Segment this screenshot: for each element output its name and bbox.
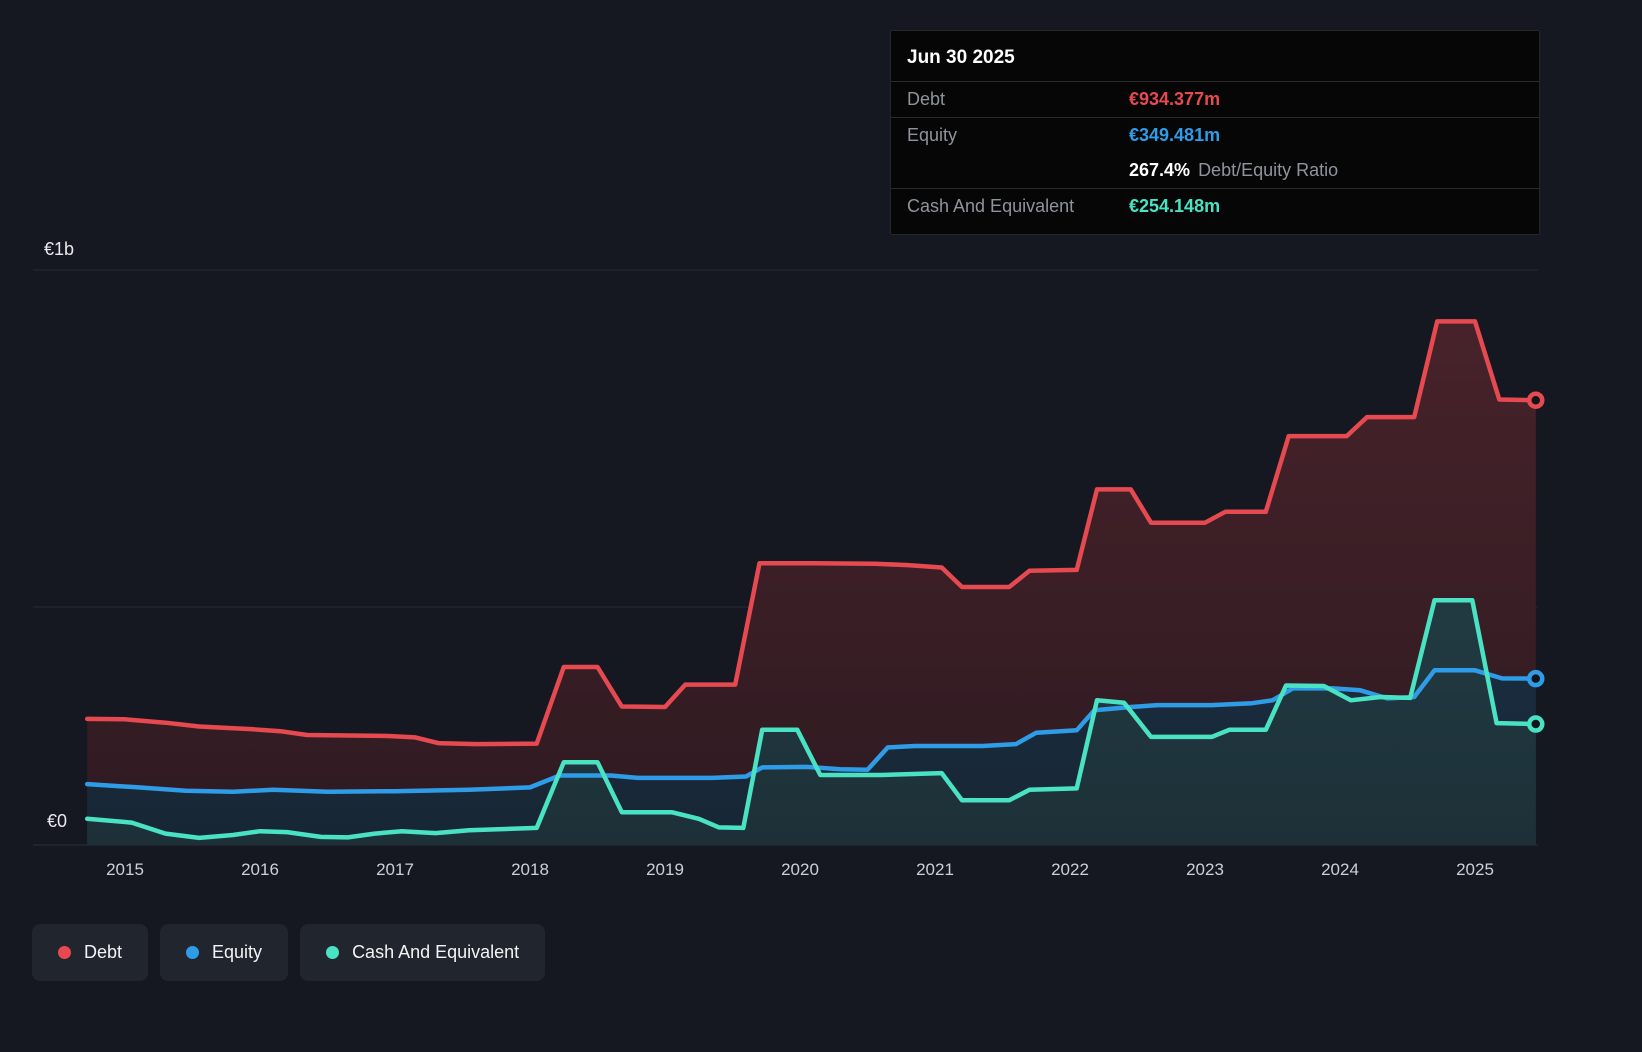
x-tick-2020: 2020 [781, 860, 819, 879]
tooltip-cash-label: Cash And Equivalent [907, 196, 1075, 216]
cash-and-equivalent-line [84, 598, 1539, 841]
x-tick-2016: 2016 [241, 860, 279, 879]
tooltip-row-cash: Cash And Equivalent €254.148m [891, 189, 1539, 224]
y-axis-label-0: €0 [47, 811, 68, 831]
chart-legend: Debt Equity Cash And Equivalent [32, 924, 546, 981]
tooltip-debt-label: Debt [907, 89, 946, 109]
legend-item-debt[interactable]: Debt [32, 924, 149, 981]
tooltip-row-ratio: 267.4% Debt/Equity Ratio [891, 153, 1539, 188]
x-tick-2023: 2023 [1186, 860, 1224, 879]
x-tick-2021: 2021 [916, 860, 954, 879]
equity-line [84, 668, 1539, 794]
tooltip-date: Jun 30 2025 [907, 47, 1015, 68]
equity-end-marker [1527, 669, 1545, 688]
divider [891, 117, 1539, 118]
y-axis-label-1b: €1b [44, 239, 75, 259]
tooltip-equity-value: €349.481m [1129, 125, 1221, 145]
debt-dot-icon [58, 946, 71, 959]
x-tick-2025: 2025 [1456, 860, 1494, 879]
tooltip-ratio-value: 267.4% [1129, 160, 1191, 180]
x-tick-2022: 2022 [1051, 860, 1089, 879]
legend-cash-label: Cash And Equivalent [352, 942, 520, 962]
x-tick-2018: 2018 [511, 860, 549, 879]
legend-item-cash[interactable]: Cash And Equivalent [300, 924, 546, 981]
divider [891, 188, 1539, 189]
chart-tooltip: Jun 30 2025 Debt €934.377m Equity €349.4… [890, 30, 1540, 235]
tooltip-ratio-label: Debt/Equity Ratio [1198, 160, 1339, 180]
tooltip-cash-value: €254.148m [1129, 196, 1221, 216]
debt-line [84, 319, 1539, 747]
x-tick-2017: 2017 [376, 860, 414, 879]
debt-end-marker [1527, 391, 1545, 409]
legend-item-equity[interactable]: Equity [160, 924, 289, 981]
x-tick-2015: 2015 [106, 860, 144, 879]
x-tick-2024: 2024 [1321, 860, 1359, 879]
equity-dot-icon [186, 946, 200, 959]
x-axis: 2015 2016 2017 2018 2019 2020 2021 2022 2023 2024… [0, 860, 1642, 884]
cash-and-equivalent-area [87, 600, 1536, 845]
cash-and-equivalent-end-marker [1527, 715, 1545, 733]
tooltip-row-equity: Equity €349.481m [891, 118, 1539, 153]
cash-dot-icon [326, 946, 340, 959]
x-tick-2019: 2019 [646, 860, 684, 879]
tooltip-row-debt: Debt €934.377m [891, 82, 1539, 117]
divider [891, 81, 1539, 82]
legend-equity-label: Equity [212, 942, 263, 962]
tooltip-debt-value: €934.377m [1129, 89, 1221, 109]
tooltip-equity-label: Equity [907, 125, 958, 145]
legend-debt-label: Debt [84, 942, 123, 962]
